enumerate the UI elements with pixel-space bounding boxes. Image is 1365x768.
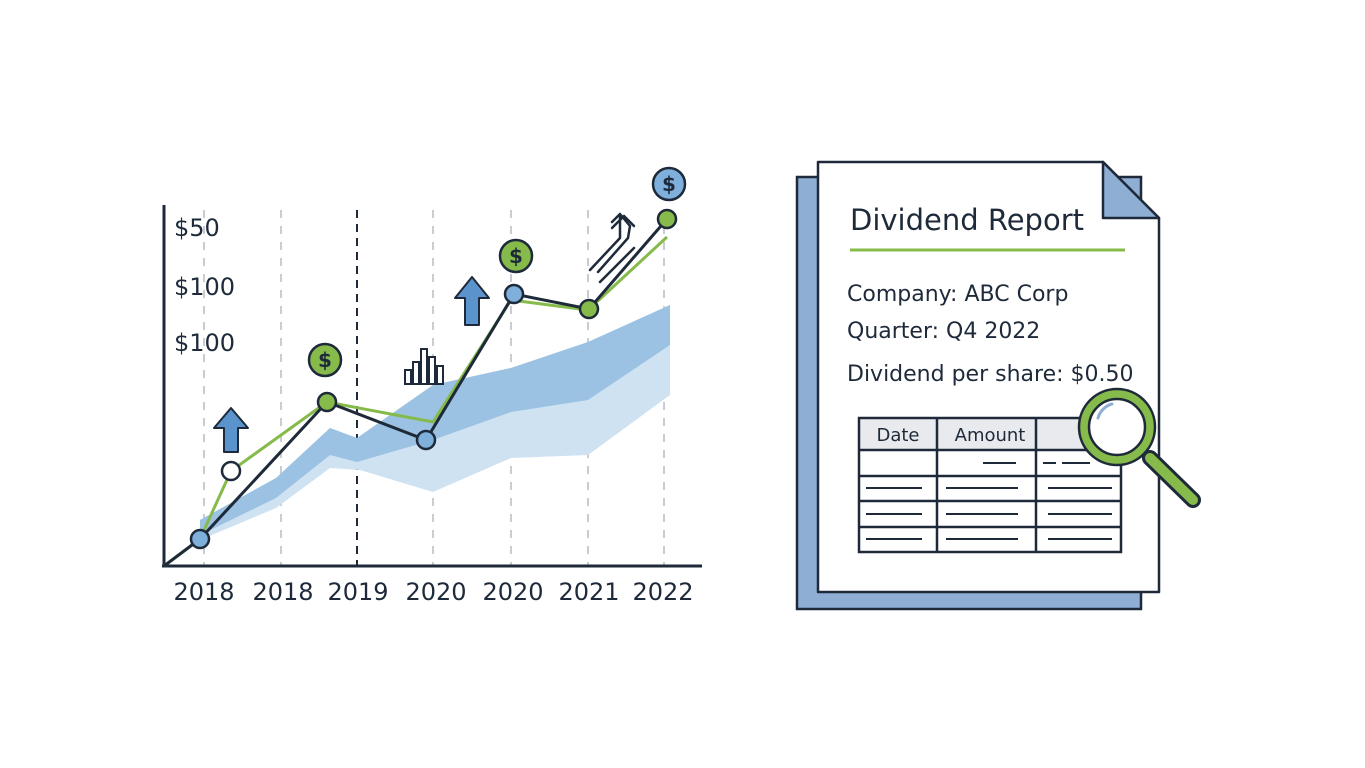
company-line: Company: ABC Corp xyxy=(847,282,1068,307)
y-tick-label: $100 xyxy=(174,273,235,301)
trend-arrows-icon xyxy=(588,212,636,284)
data-point xyxy=(415,429,437,451)
up-arrow-icon xyxy=(213,407,249,453)
quarter-line: Quarter: Q4 2022 xyxy=(847,319,1040,344)
dividend-table: Date Amount xyxy=(857,416,1123,554)
dollar-coin-icon: $ xyxy=(498,238,534,274)
document-page xyxy=(816,160,1161,594)
x-tick-label: 2018 xyxy=(252,578,313,606)
data-point xyxy=(220,460,242,482)
svg-text:$: $ xyxy=(662,172,676,196)
svg-text:$: $ xyxy=(318,348,332,372)
table-header-amount: Amount xyxy=(955,425,1026,446)
dollar-coin-icon: $ xyxy=(651,166,687,202)
svg-text:$: $ xyxy=(509,244,523,268)
green-series-line xyxy=(163,235,669,568)
data-point xyxy=(316,391,338,413)
x-tick-label: 2021 xyxy=(558,578,619,606)
table-header-bg xyxy=(859,418,1121,450)
table-row-placeholders xyxy=(866,462,1112,540)
x-tick-label: 2020 xyxy=(405,578,466,606)
y-tick-label: $100 xyxy=(174,329,235,357)
data-point xyxy=(578,298,600,320)
table-border xyxy=(857,416,1123,554)
data-point xyxy=(656,208,678,230)
x-tick-label: 2019 xyxy=(327,578,388,606)
x-tick-label: 2020 xyxy=(482,578,543,606)
x-tick-label: 2022 xyxy=(632,578,693,606)
dividend-report-document: Dividend Report Company: ABC Corp Quarte… xyxy=(795,160,1201,611)
data-point xyxy=(503,283,525,305)
dividend-line: Dividend per share: $0.50 xyxy=(847,362,1134,387)
y-tick-label: $50 xyxy=(174,214,220,242)
up-arrow-icon xyxy=(454,276,490,326)
data-point xyxy=(189,528,211,550)
dividend-growth-chart: $50 $100 $100 2018 2018 2019 2020 2020 2… xyxy=(162,166,702,606)
x-tick-label: 2018 xyxy=(173,578,234,606)
magnifying-glass-icon xyxy=(1077,387,1201,508)
dollar-coin-icon: $ xyxy=(307,342,343,378)
table-header-date: Date xyxy=(876,425,919,446)
folded-corner xyxy=(1101,160,1161,220)
report-title: Dividend Report xyxy=(850,203,1084,237)
bar-chart-icon xyxy=(404,348,444,385)
